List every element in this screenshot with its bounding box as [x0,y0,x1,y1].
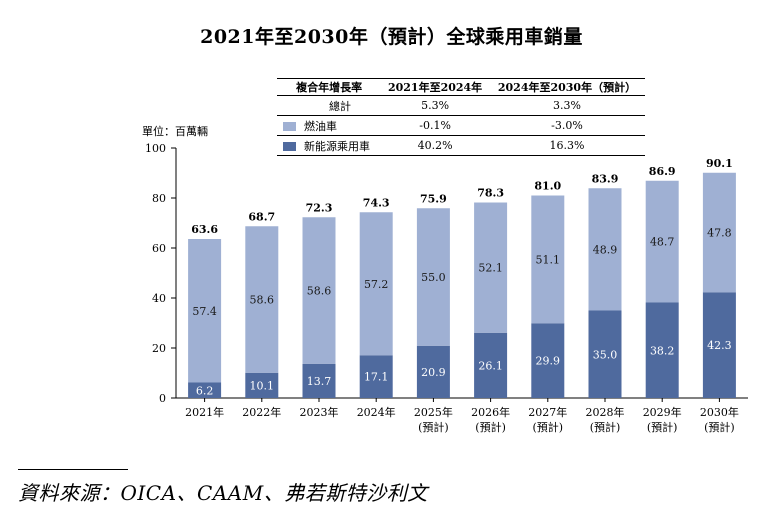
data-label-total: 74.3 [363,196,390,209]
data-label-total: 75.9 [420,192,447,205]
stacked-bar-chart: 0 20 40 60 80 100 6.2 57.4 63.6 2021年 10.1 58.6 68.7… [145,142,748,434]
data-label-fuel: 58.6 [307,285,332,298]
data-label-total: 90.1 [706,157,733,170]
data-label-nev: 10.1 [250,379,275,392]
data-label-fuel: 52.1 [478,262,503,275]
data-label-total: 63.6 [191,223,218,236]
x-tick-sublabel: (預計) [704,420,735,434]
data-label-fuel: 47.8 [707,227,732,240]
x-tick-label: 2022年 [242,405,281,419]
data-label-nev: 35.0 [593,348,618,361]
cagr-value: -0.1% [381,115,489,136]
cagr-table: 複合年增長率 2021年至2024年 2024年至2030年（預計） 總計 5.… [277,78,645,156]
data-label-fuel: 48.9 [593,243,618,256]
y-tick-label: 0 [159,392,166,405]
x-tick-sublabel: (預計) [590,420,621,434]
data-label-fuel: 48.7 [650,236,675,249]
bar-segment-nev [474,332,508,398]
source-note: 資料來源：OICA、CAAM、弗若斯特沙利文 [18,481,428,505]
bar-segment-fuel [359,212,393,356]
x-tick-label: 2030年 [700,405,739,419]
x-tick-label: 2025年 [414,405,453,419]
bar-segment-fuel [645,180,679,303]
bar-segment-fuel [702,172,736,293]
cagr-value: 3.3% [488,95,645,116]
data-label-nev: 13.7 [307,375,332,388]
cagr-header-period-2: 2024年至2030年（預計） [488,78,645,96]
data-label-nev: 17.1 [364,371,389,384]
legend-swatch-nev [283,141,296,151]
bar-segment-fuel [474,202,508,333]
x-tick-label: 2024年 [357,405,396,419]
cagr-row-fuel: 燃油車 -0.1% -3.0% [277,115,645,136]
x-tick-sublabel: (預計) [418,420,449,434]
data-label-nev: 38.2 [650,344,675,357]
data-label-fuel: 55.0 [421,271,446,284]
data-label-total: 86.9 [649,165,676,178]
y-tick-label: 100 [145,142,166,155]
x-tick-label: 2021年 [185,405,224,419]
data-label-nev: 6.2 [196,384,214,397]
x-tick-label: 2026年 [471,405,510,419]
x-tick-sublabel: (預計) [475,420,506,434]
data-label-nev: 20.9 [421,366,446,379]
y-tick-label: 80 [152,192,166,205]
data-label-total: 72.3 [306,201,333,214]
bar-segment-nev [588,310,622,398]
y-tick-label: 20 [152,342,166,355]
cagr-header-label: 複合年增長率 [277,78,382,96]
bar-segment-nev [302,363,336,398]
cagr-value: 16.3% [488,135,645,156]
data-label-total: 68.7 [248,210,275,223]
data-label-fuel: 57.4 [192,305,217,318]
cagr-row-nev: 新能源乘用車 40.2% 16.3% [277,135,645,156]
bar-segment-fuel [588,188,622,311]
data-label-fuel: 58.6 [250,294,275,307]
bar-segment-nev [245,372,279,398]
x-tick-sublabel: (預計) [533,420,564,434]
x-tick-label: 2023年 [300,405,339,419]
legend-swatch-fuel [283,121,296,131]
cagr-header-period-1: 2021年至2024年 [381,78,489,96]
data-label-nev: 26.1 [478,359,503,372]
bar-segment-nev [531,323,565,398]
y-tick-label: 60 [152,242,166,255]
unit-label: 單位：百萬輛 [142,125,208,138]
bar-segment-nev [416,345,450,398]
bar-segment-nev [359,355,393,398]
cagr-value: -3.0% [488,115,645,136]
data-label-total: 81.0 [534,180,561,193]
bar-segment-nev [645,302,679,398]
x-tick-sublabel: (預計) [647,420,678,434]
data-label-fuel: 51.1 [536,253,561,266]
data-label-total: 78.3 [477,187,504,200]
bar-segment-fuel [531,195,565,324]
cagr-header-row: 複合年增長率 2021年至2024年 2024年至2030年（預計） [277,78,645,96]
cagr-row-label: 燃油車 [304,119,337,133]
data-label-nev: 29.9 [536,355,561,368]
y-tick-label: 40 [152,292,166,305]
bar-segment-fuel [245,226,279,373]
bar-segment-nev [702,292,736,398]
cagr-value: 40.2% [381,135,489,156]
cagr-row-total: 總計 5.3% 3.3% [277,95,645,116]
x-tick-label: 2029年 [643,405,682,419]
chart-title: 2021年至2030年（預計）全球乘用車銷量 [200,26,583,48]
cagr-row-label: 總計 [277,95,382,116]
source-divider [18,469,128,470]
bar-segment-fuel [188,239,222,383]
cagr-row-label: 新能源乘用車 [304,139,370,153]
cagr-value: 5.3% [381,95,489,116]
data-label-nev: 42.3 [707,339,732,352]
x-tick-label: 2028年 [586,405,625,419]
bar-segment-fuel [416,208,450,346]
data-label-total: 83.9 [592,172,619,185]
bar-segment-nev [188,382,222,398]
x-tick-label: 2027年 [528,405,567,419]
bar-segment-fuel [302,217,336,364]
data-label-fuel: 57.2 [364,278,389,291]
